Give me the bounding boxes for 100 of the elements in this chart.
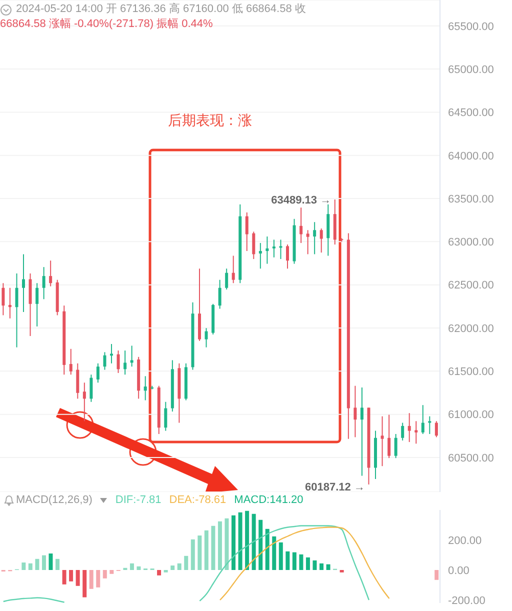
candlestick bbox=[360, 386, 364, 476]
chart-title: MACD(12,26,9) bbox=[16, 494, 92, 506]
candlestick bbox=[286, 244, 289, 270]
bar bbox=[56, 558, 60, 570]
bar bbox=[198, 536, 202, 570]
candlestick bbox=[279, 239, 282, 260]
bar bbox=[35, 558, 40, 570]
bar bbox=[157, 570, 162, 576]
bar bbox=[211, 526, 216, 570]
bar bbox=[48, 554, 53, 570]
bar bbox=[245, 510, 250, 570]
bar bbox=[82, 570, 87, 598]
candlestick bbox=[380, 416, 384, 467]
candlestick bbox=[225, 268, 228, 290]
candlestick bbox=[421, 404, 424, 434]
y-tick-label: 61500.00 bbox=[448, 366, 494, 378]
candlestick bbox=[204, 328, 208, 348]
bar bbox=[28, 563, 32, 570]
candlestick bbox=[272, 239, 276, 258]
candlestick bbox=[408, 412, 411, 443]
y-tick-label: 62500.00 bbox=[448, 280, 494, 292]
candlestick bbox=[252, 231, 256, 260]
candlestick bbox=[218, 279, 222, 310]
annotation: 60187.12 → bbox=[304, 481, 365, 494]
bar bbox=[170, 566, 175, 570]
bar bbox=[272, 536, 276, 570]
y-tick-label: 63500.00 bbox=[448, 193, 494, 206]
bar bbox=[110, 570, 114, 574]
bar bbox=[130, 563, 134, 570]
bar bbox=[42, 555, 46, 570]
annotation: 66864.58 涨幅 -0.40%(-271.78) 振幅 0.44% bbox=[0, 17, 214, 32]
annotation: 后期表现：涨 bbox=[168, 112, 252, 130]
bar bbox=[252, 514, 256, 570]
candlestick bbox=[354, 385, 357, 438]
candlestick bbox=[164, 401, 168, 432]
bar bbox=[292, 552, 296, 570]
candlestick bbox=[103, 352, 106, 370]
bar bbox=[278, 542, 283, 570]
candlestick bbox=[8, 287, 12, 319]
bar bbox=[218, 521, 222, 570]
bar bbox=[232, 515, 236, 570]
bar bbox=[224, 518, 229, 570]
bar bbox=[62, 570, 66, 584]
candlestick bbox=[36, 282, 39, 327]
y-tick-label: 61000.00 bbox=[448, 409, 494, 422]
y-tick-label: -200.00 bbox=[448, 594, 486, 607]
candlestick bbox=[313, 222, 316, 255]
candlestick bbox=[232, 255, 235, 284]
bar bbox=[265, 528, 270, 570]
candlestick bbox=[90, 374, 93, 402]
candlestick bbox=[76, 362, 80, 400]
bar bbox=[320, 563, 324, 570]
bar bbox=[89, 570, 94, 589]
y-tick-label: 60500.00 bbox=[448, 452, 494, 464]
candlestick bbox=[69, 348, 72, 376]
bar bbox=[238, 512, 242, 570]
bar bbox=[76, 570, 80, 586]
bar bbox=[306, 557, 310, 570]
bar bbox=[312, 560, 317, 570]
candlestick bbox=[82, 382, 86, 422]
candlestick bbox=[388, 414, 391, 459]
bar bbox=[22, 562, 26, 570]
text: DEA:-78.61 bbox=[169, 494, 226, 506]
candlestick bbox=[300, 207, 303, 244]
annotation: 63489.13 → bbox=[271, 194, 332, 206]
candlestick bbox=[394, 433, 398, 459]
y-tick-label: 63000.00 bbox=[448, 236, 494, 249]
candlestick bbox=[258, 242, 262, 270]
series-label: MACD:141.20 bbox=[234, 494, 304, 506]
candlestick bbox=[124, 350, 127, 376]
bar bbox=[177, 563, 182, 570]
candlestick bbox=[116, 350, 120, 374]
y-tick-label: 0.00 bbox=[448, 564, 470, 577]
candlestick bbox=[15, 272, 18, 348]
candlestick bbox=[428, 416, 432, 434]
candlestick bbox=[2, 282, 5, 316]
candlestick bbox=[266, 236, 269, 264]
candlestick bbox=[96, 362, 100, 384]
bar bbox=[69, 570, 74, 582]
bar bbox=[299, 554, 304, 570]
bar bbox=[96, 570, 100, 588]
y-tick-label: 65000.00 bbox=[448, 64, 494, 76]
candlestick bbox=[49, 260, 52, 287]
candlestick bbox=[110, 344, 113, 364]
candlestick bbox=[306, 230, 310, 255]
bar bbox=[286, 551, 290, 570]
candlestick bbox=[320, 228, 323, 254]
candlestick bbox=[130, 345, 134, 368]
candlestick bbox=[42, 266, 46, 300]
bar bbox=[326, 564, 330, 570]
y-tick-label: 62000.00 bbox=[448, 322, 494, 335]
y-tick-label: 200.00 bbox=[448, 534, 482, 547]
bar bbox=[184, 556, 188, 570]
bar bbox=[136, 566, 141, 570]
line-series bbox=[219, 526, 390, 601]
annotation: 2024-05-20 14:00 开 67136.36 高 67160.00 低 66864.58 收 bbox=[16, 2, 306, 17]
bar bbox=[204, 530, 208, 570]
candlestick bbox=[434, 420, 438, 438]
bar bbox=[190, 539, 195, 570]
text: DIF:-7.81 bbox=[115, 494, 162, 506]
